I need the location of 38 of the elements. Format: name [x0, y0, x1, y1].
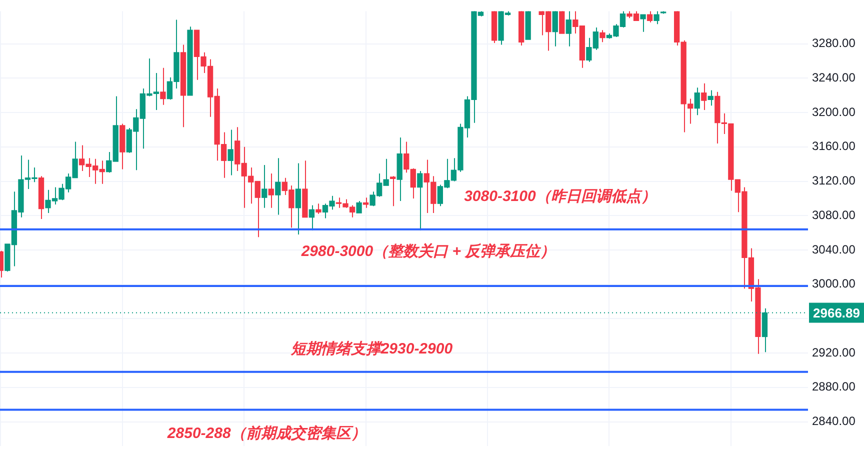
candlestick — [275, 158, 281, 216]
y-tick-label: 2880.00 — [812, 380, 856, 394]
candlestick — [600, 30, 606, 43]
ref-line-label: 2966.89 — [813, 305, 860, 320]
candlestick — [262, 164, 268, 208]
candlestick — [708, 90, 714, 106]
candlestick — [362, 197, 369, 208]
candlestick — [566, 10, 572, 47]
annotation: 2850-288（前期成交密集区） — [166, 424, 366, 442]
candlestick — [559, 10, 565, 34]
y-tick-label: 3000.00 — [812, 276, 856, 291]
y-tick-label: 3120.00 — [812, 174, 856, 188]
candlestick — [552, 10, 558, 47]
y-tick-label: 2920.00 — [812, 345, 856, 360]
y-tick-label: 3280.00 — [812, 36, 856, 50]
candlestick — [356, 200, 362, 214]
y-tick-label: 3200.00 — [812, 104, 856, 119]
candlestick — [701, 82, 707, 110]
candlestick — [640, 14, 646, 32]
y-tick-label: 3080.00 — [812, 208, 856, 222]
candlestick — [417, 170, 423, 231]
candlestick — [308, 204, 315, 231]
annotation: 短期情绪支撑2930-2900 — [290, 340, 454, 358]
candlestick — [694, 87, 700, 116]
candlestick — [390, 176, 396, 207]
y-tick-label: 3040.00 — [812, 242, 856, 256]
y-tick-label: 2840.00 — [812, 414, 856, 428]
candlestick — [160, 67, 166, 106]
candlestick — [646, 10, 653, 23]
y-tick-label: 3160.00 — [812, 139, 856, 154]
candlestick — [316, 203, 322, 214]
annotation: 3080-3100（昨日回调低点） — [464, 188, 656, 206]
candlestick — [654, 10, 660, 25]
candlestick — [268, 173, 274, 208]
y-tick-label: 3240.00 — [812, 70, 856, 85]
annotation: 2980-3000（整数关口 + 反弹承压位） — [300, 242, 556, 260]
candlestick — [295, 162, 302, 236]
candlestick — [228, 129, 234, 176]
